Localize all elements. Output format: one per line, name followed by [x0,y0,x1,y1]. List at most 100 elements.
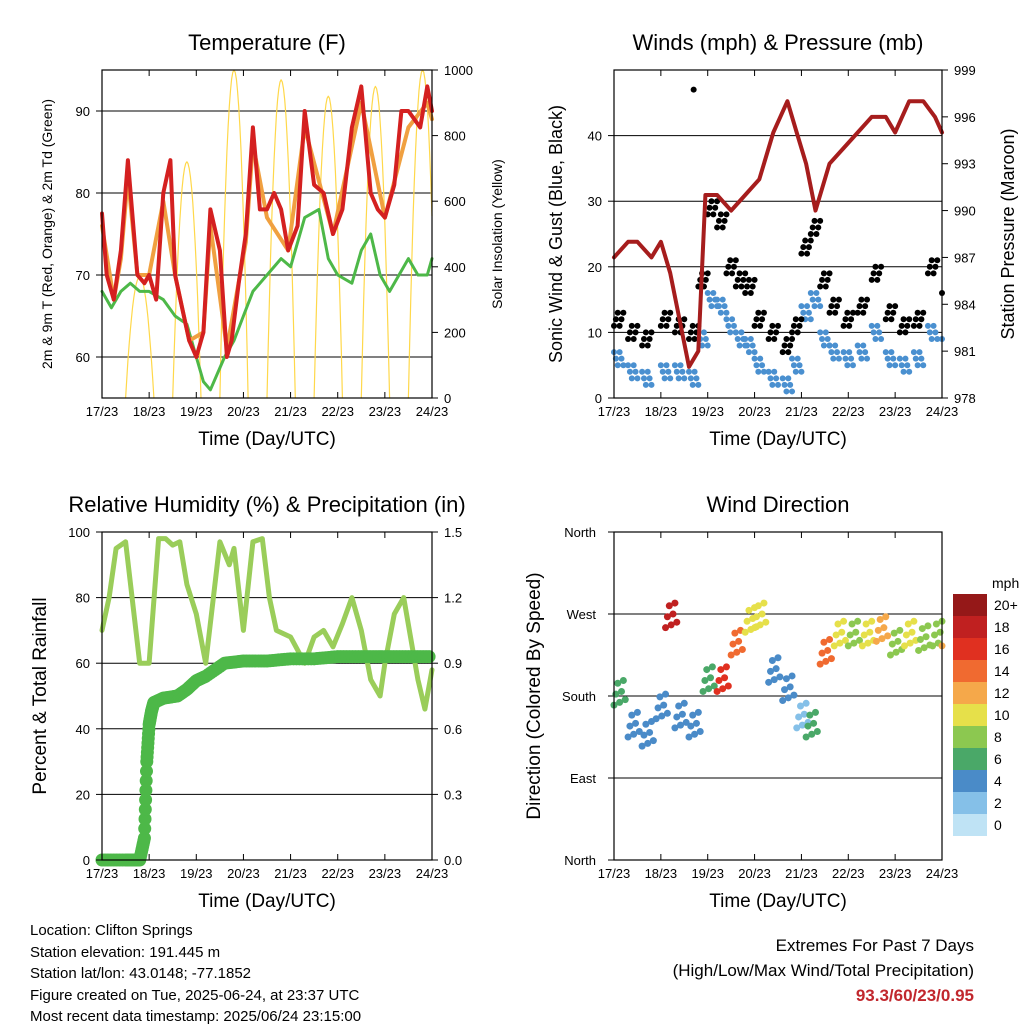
wind-point [785,375,792,382]
direction-point [707,674,715,682]
gust-point [926,263,933,270]
direction-point [860,631,868,639]
wind-point [862,349,869,356]
direction-point [667,621,675,629]
y-tick-label-right: 984 [954,297,976,312]
direction-point [841,636,849,644]
direction-point [721,674,729,682]
direction-point [710,682,718,690]
wind-point [757,355,764,362]
gust-point [920,309,927,316]
wind-point [691,368,698,375]
wind-point [625,362,632,369]
y-tick-label-right: 987 [954,250,976,265]
direction-point [621,696,629,704]
precip-point [139,764,153,778]
x-tick-label: 17/23 [86,404,119,419]
gust-point [864,296,871,303]
direction-point [638,742,646,750]
direction-point [906,639,914,647]
direction-point [624,733,632,741]
direction-point [727,651,735,659]
wind-point [783,388,790,395]
wind-point [798,368,805,375]
gust-point [736,270,743,277]
wind-point [920,362,927,369]
wind-point [868,322,875,329]
wind-point [826,342,833,349]
direction-point [806,711,814,719]
wind-point [876,329,883,336]
x-tick-label: 24/23 [926,866,959,881]
wind-point [721,303,728,310]
direction-point [811,708,819,716]
gust-point [912,316,919,323]
direction-point [675,702,683,710]
wind-point [648,381,655,388]
wind-point [842,355,849,362]
gust-point [820,270,827,277]
y-axis-label: Percent & Total Rainfall [30,597,51,794]
gust-point [787,342,794,349]
wind-point [890,355,897,362]
gust-point [892,303,899,310]
direction-point [888,640,896,648]
gust-point [691,335,698,342]
wind-point [800,309,807,316]
direction-point [640,731,648,739]
wind-point [773,375,780,382]
gust-point [854,309,861,316]
wind-point [817,329,824,336]
legend-label: 8 [994,729,1002,745]
y-tick-label-right: 200 [444,325,466,340]
direction-point [619,677,627,685]
direction-point [824,646,832,654]
wind-point [807,316,814,323]
direction-point [901,642,909,650]
gust-point [765,335,772,342]
legend-swatch [953,660,987,682]
x-tick-label: 19/23 [180,866,213,881]
direction-point [793,724,801,732]
wind-point [794,355,801,362]
gust-point [789,329,796,336]
station-info: Location: Clifton Springs Station elevat… [30,920,361,1028]
gust-point [914,309,921,316]
gust-point [822,283,829,290]
wind-point [626,368,633,375]
direction-point [626,722,634,730]
gust-point [824,276,831,283]
y-tick-label: 40 [588,129,602,144]
wind-point [751,349,758,356]
y-tick-label-right: 0.6 [444,722,462,737]
x-tick-label: 24/23 [926,404,959,419]
wind-point [787,381,794,388]
gust-point [648,329,655,336]
gust-point [900,316,907,323]
gust-point [745,276,752,283]
gust-point [796,322,803,329]
gust-point [884,309,891,316]
gust-point [932,263,939,270]
x-tick-label: 20/23 [227,404,260,419]
gust-point [906,316,913,323]
precip-point [422,650,436,664]
gust-point [928,257,935,264]
gust-point [842,316,849,323]
wind-point [659,368,666,375]
wind-point [700,329,707,336]
wind-point [792,368,799,375]
humidity-line [99,536,435,712]
direction-point [850,639,858,647]
gust-point [840,322,847,329]
direction-point [656,693,664,701]
plot-border [613,69,943,399]
direction-point [646,728,654,736]
plot-border [101,531,433,861]
wind-point [811,303,818,310]
direction-point [774,654,782,662]
x-tick-label: 21/23 [785,866,818,881]
wind-point [789,388,796,395]
gust-point [702,276,709,283]
gust-point [625,335,632,342]
